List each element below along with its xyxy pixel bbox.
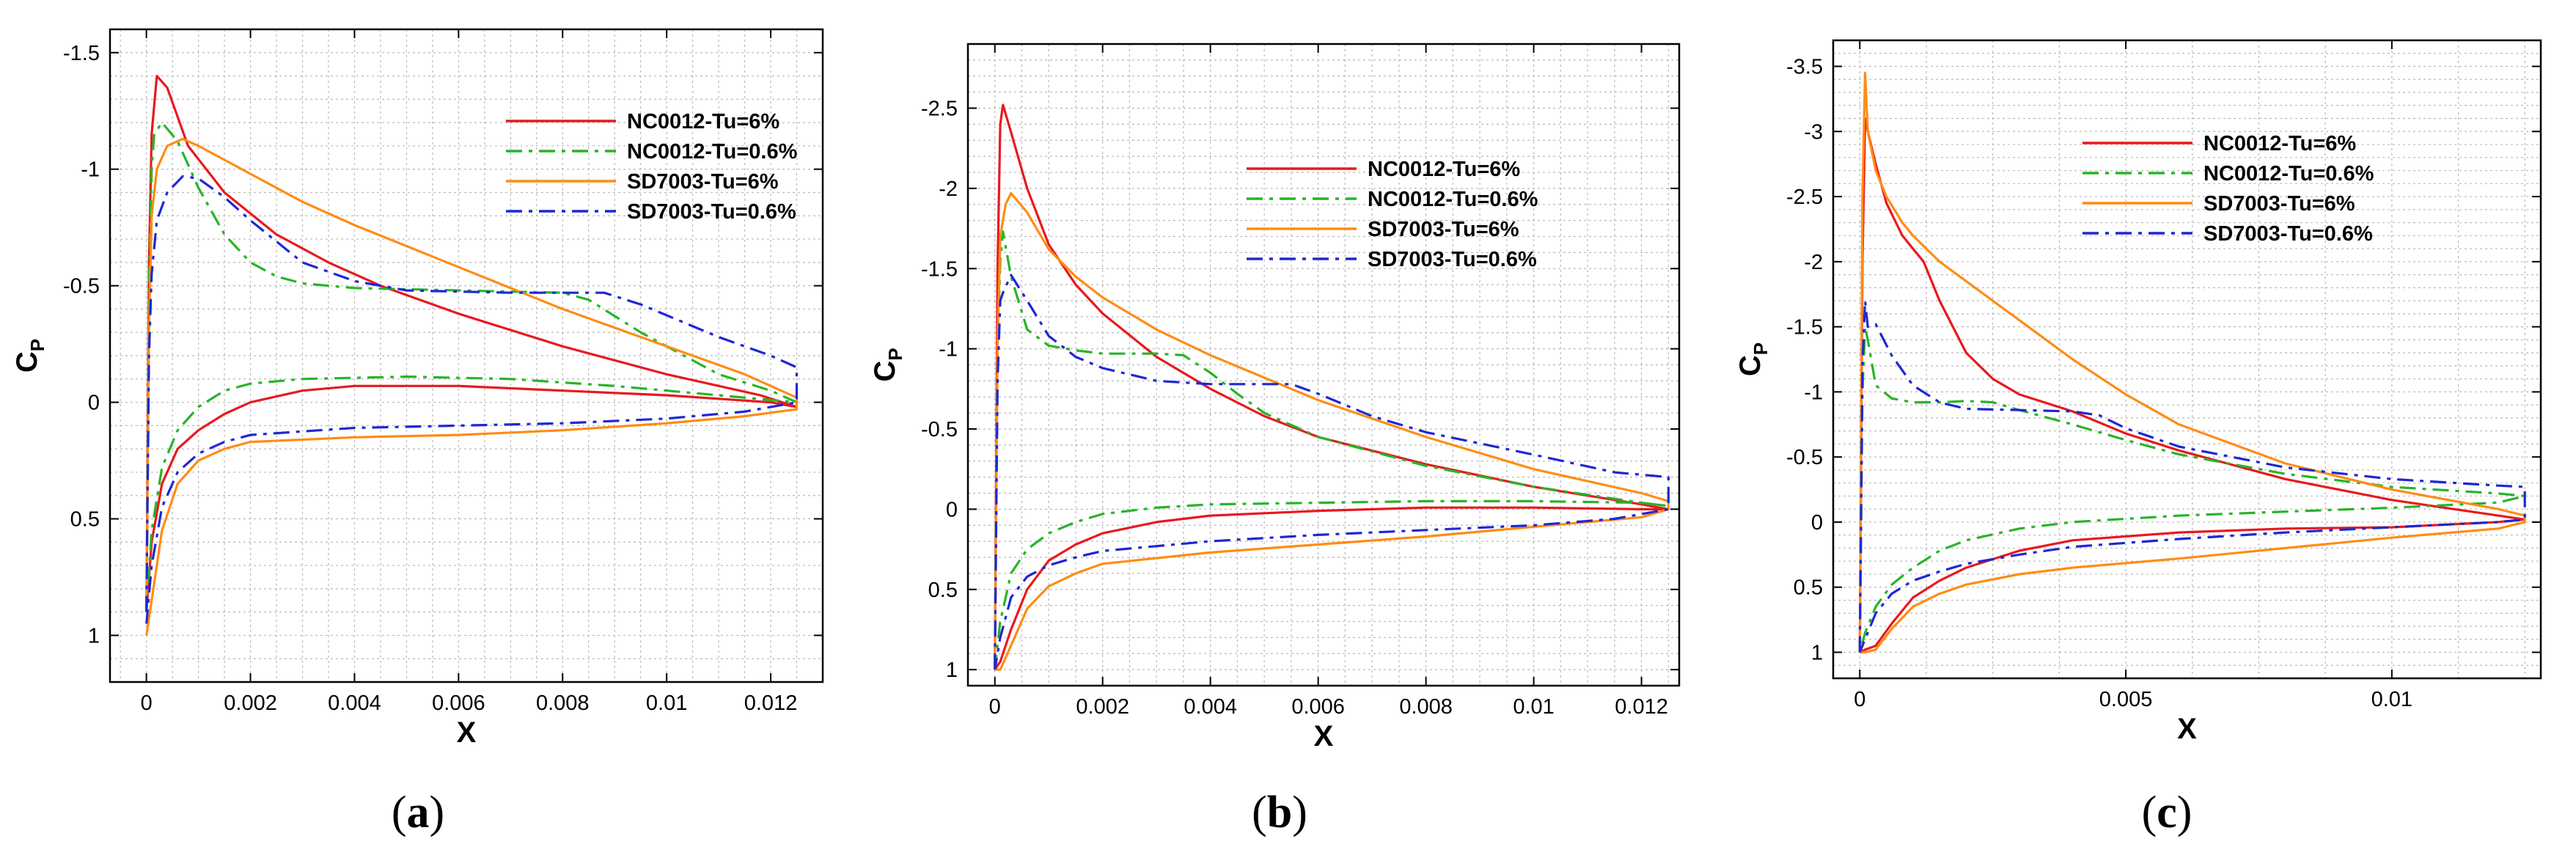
panel-c: 0 0.005 0.01 -3.5 -3 -2.5 -2 -1.5 -1 -0.5 0 0.5 1 NC0…: [1734, 39, 2542, 837]
series-line-sd7003-tu-0-6-: [145, 175, 799, 624]
y-tick-label: -1: [939, 338, 958, 362]
x-axis-label: X: [2177, 713, 2197, 745]
series-line-sd7003-tu-6-: [145, 137, 799, 636]
y-axis-label-main: C: [11, 351, 43, 373]
y-axis-label-main: C: [869, 361, 901, 382]
y-axis-label-subscript: P: [884, 348, 906, 360]
x-tick-label: 0.012: [744, 692, 798, 715]
y-tick-label: 1: [1811, 641, 1823, 664]
legend: NC0012-Tu=6% NC0012-Tu=0.6% SD7003-Tu=6% SD…: [1247, 158, 1538, 271]
series-line-nc0012-tu-6-: [994, 103, 1670, 670]
legend-label: NC0012-Tu=0.6%: [1368, 188, 1538, 211]
x-axis-label: X: [1314, 720, 1334, 752]
legend: NC0012-Tu=6% NC0012-Tu=0.6% SD7003-Tu=6% SD…: [506, 110, 798, 224]
legend-label: NC0012-Tu=0.6%: [2203, 162, 2374, 186]
y-tick-label: 1: [946, 659, 958, 682]
y-tick-label: -1.5: [1786, 316, 1823, 340]
y-tick-label: 0: [88, 392, 100, 415]
y-tick-label: -3.5: [1786, 56, 1823, 79]
legend-label: SD7003-Tu=6%: [2203, 192, 2355, 216]
x-tick-label: 0: [141, 692, 153, 715]
x-tick-label: 0.004: [1184, 695, 1237, 719]
series-line-sd7003-tu-6-: [1858, 71, 2526, 654]
y-tick-label: -2.5: [921, 98, 958, 121]
series-line-nc0012-tu-0-6-: [1858, 326, 2526, 653]
y-tick-label: -0.5: [63, 275, 100, 298]
y-tick-label: 0: [946, 498, 958, 521]
x-tick-label: 0.012: [1615, 695, 1668, 719]
y-axis-label: CP: [11, 339, 48, 373]
series-line-sd7003-tu-0-6-: [994, 274, 1670, 670]
x-axis-label: X: [457, 716, 477, 749]
series-line-nc0012-tu-6-: [1858, 117, 2526, 653]
y-axis-label-subscript: P: [1750, 342, 1772, 355]
series-line-sd7003-tu-6-: [994, 191, 1670, 671]
x-tick-label: 0.005: [2099, 688, 2153, 711]
y-tick-label: -1.5: [63, 42, 100, 65]
legend: NC0012-Tu=6% NC0012-Tu=0.6% SD7003-Tu=6% SD…: [2083, 132, 2374, 246]
x-tick-label: 0.01: [2371, 688, 2412, 711]
x-tick-label: 0.006: [432, 692, 485, 715]
y-axis-label-subscript: P: [26, 339, 48, 351]
series-line-nc0012-tu-0-6-: [994, 230, 1670, 670]
x-tick-label: 0: [1854, 688, 1865, 711]
x-tick-label: 0.01: [646, 692, 687, 715]
legend-label: SD7003-Tu=6%: [1368, 218, 1519, 241]
y-tick-label: -0.5: [1786, 446, 1823, 469]
legend-label: SD7003-Tu=0.6%: [627, 200, 796, 224]
x-tick-label: 0.006: [1291, 695, 1345, 719]
legend-label: SD7003-Tu=6%: [627, 170, 779, 194]
x-tick-label: 0: [989, 695, 1001, 719]
y-tick-label: 0.5: [1794, 576, 1823, 600]
panel-label: (a): [392, 788, 444, 837]
x-tick-label: 0.008: [536, 692, 590, 715]
y-tick-label: 1: [88, 624, 100, 648]
y-tick-label: -1: [1804, 381, 1823, 404]
y-tick-label: 0: [1811, 511, 1823, 535]
panel-a: 0 0.002 0.004 0.006 0.008 0.01 0.012 -1.5 -1 -0.5…: [11, 28, 824, 837]
legend-label: NC0012-Tu=0.6%: [627, 140, 798, 164]
plot-frame: [966, 43, 1681, 687]
series-line-sd7003-tu-0-6-: [1858, 299, 2526, 653]
legend-label: NC0012-Tu=6%: [627, 110, 779, 133]
y-tick-label: -2: [1804, 251, 1823, 274]
series-line-nc0012-tu-0-6-: [145, 121, 799, 612]
y-tick-label: -1.5: [921, 257, 958, 281]
y-tick-label: -2.5: [1786, 186, 1823, 209]
y-tick-label: 0.5: [928, 579, 958, 602]
y-tick-label: -2: [939, 177, 958, 201]
plot-frame: [109, 28, 824, 683]
panel-label: (c): [2142, 788, 2192, 837]
y-tick-label: -1: [81, 158, 100, 182]
y-axis-label: CP: [869, 348, 906, 381]
legend-label: SD7003-Tu=0.6%: [2203, 222, 2373, 246]
panel-b: 0 0.002 0.004 0.006 0.008 0.01 0.012 -2.5 -2 -1.5…: [869, 43, 1681, 837]
panel-letter: b: [1267, 788, 1292, 837]
legend-label: NC0012-Tu=6%: [1368, 158, 1520, 181]
x-tick-label: 0.002: [224, 692, 277, 715]
x-tick-label: 0.004: [328, 692, 381, 715]
x-tick-label: 0.002: [1076, 695, 1129, 719]
y-tick-label: -3: [1804, 120, 1823, 144]
legend-label: NC0012-Tu=6%: [2203, 132, 2356, 155]
panel-letter: a: [407, 788, 430, 837]
legend-label: SD7003-Tu=0.6%: [1368, 248, 1537, 271]
y-axis-label: CP: [1734, 342, 1772, 376]
y-axis-label-main: C: [1734, 355, 1766, 376]
panel-letter: c: [2157, 788, 2177, 837]
x-tick-label: 0.01: [1513, 695, 1554, 719]
y-tick-label: 0.5: [70, 508, 100, 532]
panel-label: (b): [1252, 788, 1307, 837]
x-tick-label: 0.008: [1399, 695, 1453, 719]
plot-frame: [1832, 39, 2542, 680]
y-tick-label: -0.5: [921, 418, 958, 441]
